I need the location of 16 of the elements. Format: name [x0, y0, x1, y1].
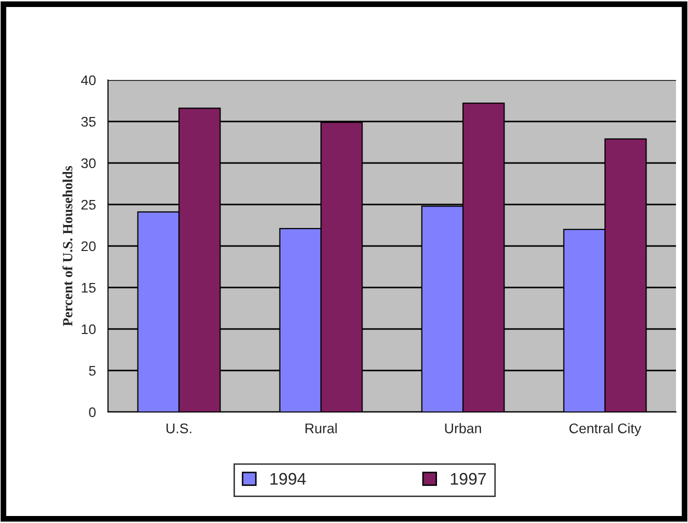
y-axis-title: Percent of U.S. Households: [62, 166, 72, 326]
y-tick-label: 35: [81, 116, 96, 127]
x-tick-label: Urban: [445, 423, 482, 434]
legend-label: 1994: [270, 472, 306, 485]
y-tick-label: 15: [82, 282, 96, 293]
y-tick-label: 20: [81, 241, 96, 252]
y-tick-label: 40: [81, 75, 96, 86]
x-tick-label: Central City: [569, 423, 642, 436]
x-tick-label: Rural: [306, 423, 337, 434]
x-tick-label: U.S.: [166, 423, 192, 434]
y-tick-label: 25: [81, 200, 96, 210]
y-tick-label: 10: [82, 324, 96, 334]
y-tick-label: 5: [89, 366, 96, 376]
y-tick-label: 30: [81, 158, 96, 168]
y-tick-label: 0: [89, 407, 96, 418]
legend-label: 1997: [450, 472, 486, 485]
